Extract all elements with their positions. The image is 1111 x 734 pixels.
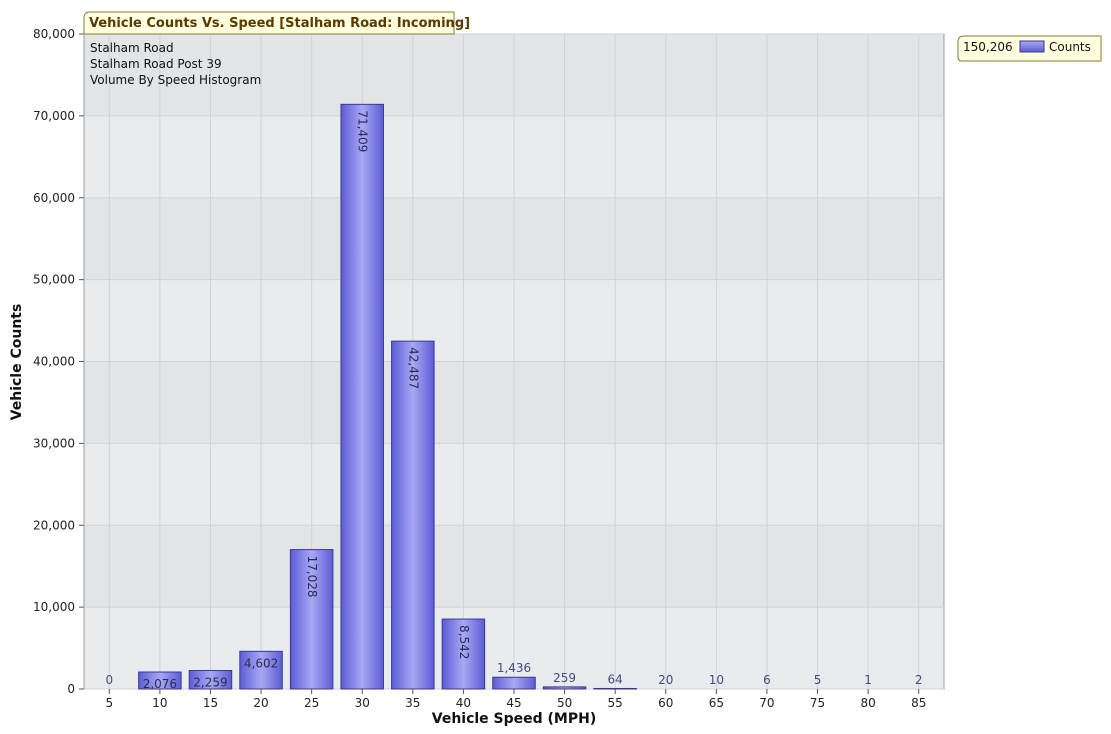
legend-total: 150,206	[963, 40, 1013, 54]
x-tick-label: 80	[860, 696, 875, 710]
bar-value-label: 0	[105, 673, 113, 687]
bar-value-label: 1	[864, 673, 872, 687]
chart-title-tag	[83, 11, 455, 35]
y-tick-label: 10,000	[33, 600, 75, 614]
x-tick-label: 70	[759, 696, 774, 710]
bar	[289, 549, 334, 690]
x-tick-label: 50	[557, 696, 572, 710]
x-tick-label: 20	[253, 696, 268, 710]
y-tick-label: 80,000	[33, 27, 75, 41]
y-tick-label: 40,000	[33, 355, 75, 369]
bar	[441, 618, 486, 690]
annotation-line-1: Stalham Road	[90, 41, 174, 55]
bar-value-label: 71,409	[356, 110, 370, 152]
bar	[492, 676, 536, 690]
bar	[593, 687, 637, 690]
x-tick-label: 25	[304, 696, 319, 710]
bar-value-label: 2	[915, 673, 923, 687]
legend: 150,206 Counts	[957, 35, 1102, 62]
bar-value-label: 5	[814, 673, 822, 687]
y-tick-label: 60,000	[33, 191, 75, 205]
annotation-line-3: Volume By Speed Histogram	[90, 73, 261, 87]
bar-value-label: 42,487	[406, 347, 420, 389]
bar-value-label: 259	[553, 671, 576, 685]
bar-value-label: 17,028	[305, 556, 319, 598]
bar-value-label: 2,259	[193, 676, 227, 690]
y-tick-label: 50,000	[33, 273, 75, 287]
x-tick-label: 30	[355, 696, 370, 710]
bar-value-label: 10	[709, 673, 724, 687]
chart-title: Vehicle Counts Vs. Speed [Stalham Road: …	[89, 16, 470, 31]
bar	[340, 103, 384, 690]
bar-value-label: 4,602	[244, 656, 278, 670]
x-tick-label: 40	[456, 696, 471, 710]
x-tick-label: 65	[709, 696, 724, 710]
x-axis-ticks: 5 10 15 20 25 30 35 40 45 50 55 60 65 70 75 80 85	[105, 689, 926, 710]
y-tick-label: 30,000	[33, 436, 75, 450]
bar-value-label: 20	[658, 673, 673, 687]
y-tick-label: 70,000	[33, 109, 75, 123]
bar-value-label: 64	[608, 672, 623, 686]
legend-entry-counts: Counts	[1049, 40, 1091, 54]
x-tick-label: 75	[810, 696, 825, 710]
y-axis-title: Vehicle Counts	[9, 304, 25, 421]
y-tick-label: 20,000	[33, 518, 75, 532]
y-axis-ticks: 0 10,000 20,000 30,000 40,000 50,000 60,000 70,…	[33, 27, 84, 696]
x-tick-label: 10	[152, 696, 167, 710]
bar-value-label: 8,542	[457, 625, 471, 659]
annotation-line-2: Stalham Road Post 39	[90, 57, 222, 71]
x-tick-label: 35	[405, 696, 420, 710]
x-tick-label: 85	[911, 696, 926, 710]
legend-swatch	[1019, 40, 1045, 53]
bar-value-label: 2,076	[143, 677, 177, 691]
x-axis-title: Vehicle Speed (MPH)	[432, 711, 597, 727]
x-tick-label: 15	[203, 696, 218, 710]
y-tick-label: 0	[67, 682, 75, 696]
bar	[542, 686, 587, 690]
bars	[138, 103, 637, 690]
x-tick-label: 60	[658, 696, 673, 710]
x-tick-label: 55	[608, 696, 623, 710]
x-tick-label: 5	[105, 696, 113, 710]
x-tick-label: 45	[506, 696, 521, 710]
bar-value-label: 1,436	[497, 661, 531, 675]
bar	[239, 650, 283, 690]
bar	[391, 340, 435, 690]
bar-value-label: 6	[763, 673, 771, 687]
value-labels: 0 2,076 2,259 4,602 17,028 71,409 42,487 8,542 1…	[105, 110, 922, 691]
